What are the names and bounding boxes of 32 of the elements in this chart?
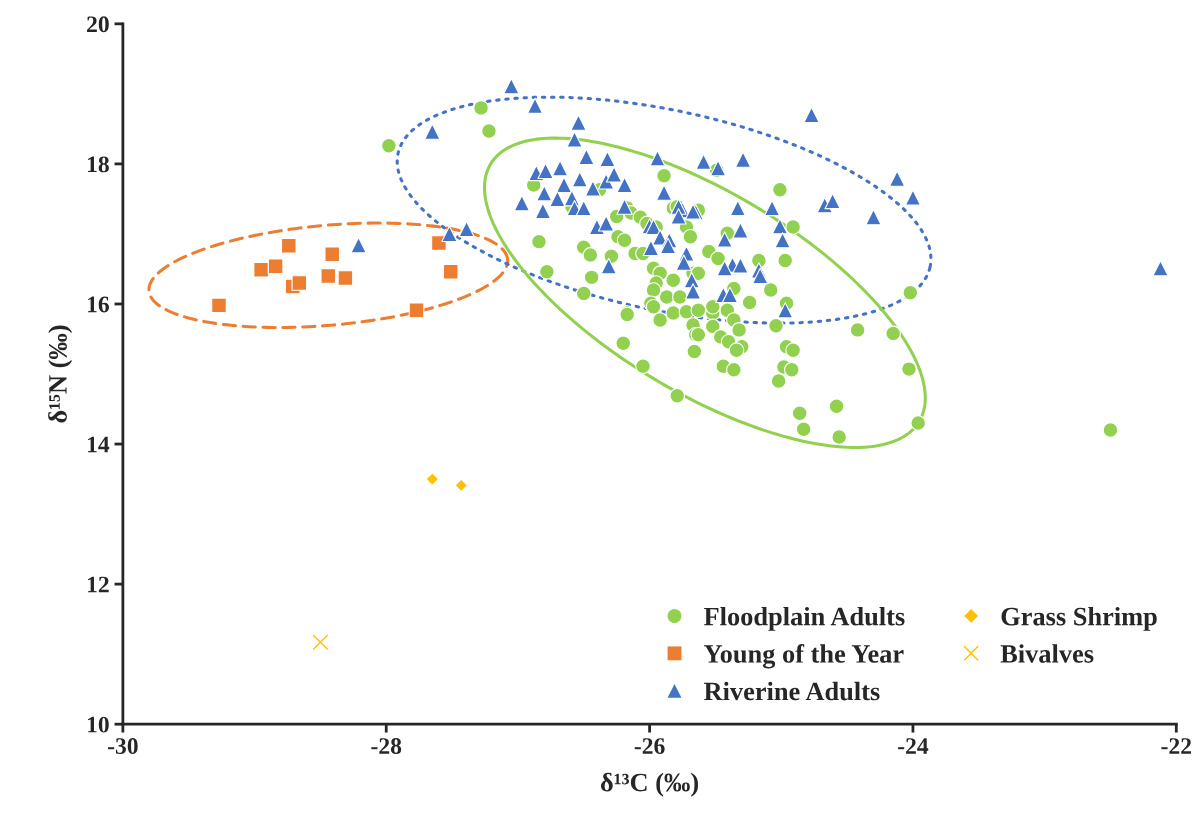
legend-label: Grass Shrimp [1001,606,1157,631]
point [253,261,269,278]
legend-label: Bivalves [1000,644,1094,663]
point [454,478,469,493]
point [291,275,308,291]
point [211,297,227,314]
legend-label: Riverine Adults [703,681,880,701]
x-tick-label: -26 [634,738,665,754]
y-tick-label: 16 [87,296,109,313]
x-axis-title: δ¹³C (‰) [600,772,698,797]
y-axis-title: δ¹⁵N (‰) [48,325,73,423]
point [442,263,459,280]
legend-label: Floodplain Adults [703,606,905,631]
point [312,634,329,651]
y-tick-label: 18 [87,156,109,173]
point [431,235,447,251]
y-tick-label: 14 [87,436,110,453]
point [337,270,354,286]
point [267,258,284,274]
point [324,246,341,263]
point [425,472,440,486]
x-tick-label: -28 [371,738,402,754]
x-tick-label: -24 [898,738,929,754]
point [320,268,337,284]
legend-label: Young of the Year [704,644,904,669]
y-tick-label: 12 [87,576,109,593]
y-tick-label: 10 [87,716,109,733]
x-tick-label: -30 [108,738,138,754]
x-tick-label: -22 [1161,738,1192,754]
point [280,238,297,254]
y-tick-label: 20 [87,16,109,33]
point [408,302,425,319]
